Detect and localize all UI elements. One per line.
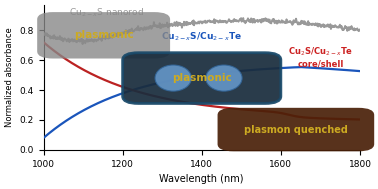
Text: Cu$_2$S/Cu$_{2-x}$Te
core/shell: Cu$_2$S/Cu$_{2-x}$Te core/shell [288, 46, 353, 68]
Text: plasmonic: plasmonic [172, 73, 232, 83]
Text: plasmonic: plasmonic [74, 30, 133, 40]
Ellipse shape [206, 65, 242, 91]
Y-axis label: Normalized absorbance: Normalized absorbance [5, 27, 14, 127]
FancyBboxPatch shape [218, 108, 374, 151]
Ellipse shape [155, 65, 191, 91]
FancyBboxPatch shape [122, 53, 281, 103]
Text: Cu$_{2-x}$S/Cu$_{2-x}$Te: Cu$_{2-x}$S/Cu$_{2-x}$Te [161, 31, 242, 43]
Text: plasmon quenched: plasmon quenched [244, 125, 348, 135]
Text: Cu$_{2-x}$S nanorod: Cu$_{2-x}$S nanorod [69, 6, 144, 19]
X-axis label: Wavelength (nm): Wavelength (nm) [160, 174, 244, 184]
FancyBboxPatch shape [37, 12, 170, 59]
